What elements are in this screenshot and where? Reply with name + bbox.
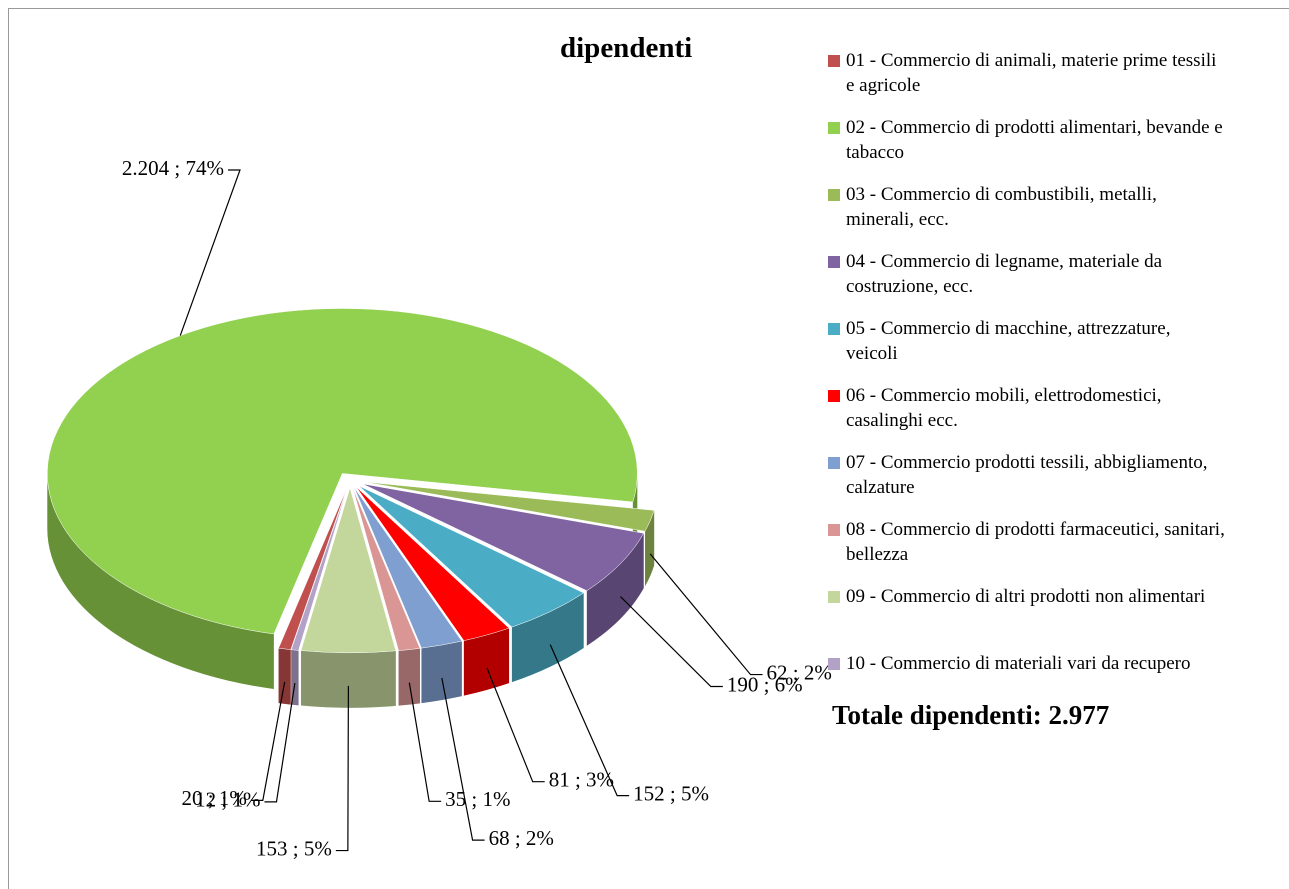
annotation: Totale dipendenti: 2.977 xyxy=(832,700,1110,730)
slice-side xyxy=(300,650,396,708)
data-label: 20 ; 1% xyxy=(181,786,246,810)
legend-item: 04 - Commercio di legname, materiale da … xyxy=(826,249,1226,316)
legend-label: 01 - Commercio di animali, materie prime… xyxy=(846,50,1217,96)
legend: 01 - Commercio di animali, materie prime… xyxy=(826,48,1226,718)
chart-frame xyxy=(8,8,1289,889)
slice-side xyxy=(278,648,291,705)
leader-line xyxy=(408,682,442,802)
legend-label: 07 - Commercio prodotti tessili, abbigli… xyxy=(846,452,1208,498)
data-label: 68 ; 2% xyxy=(489,826,554,850)
data-label: 2.204 ; 74% xyxy=(122,156,224,180)
legend-swatch xyxy=(828,390,840,402)
slice-shade xyxy=(398,648,420,706)
slice xyxy=(363,481,655,532)
legend-label: 06 - Commercio mobili, elettrodomestici,… xyxy=(846,385,1162,431)
leader-line xyxy=(649,553,763,676)
legend-swatch xyxy=(828,323,840,335)
slice xyxy=(353,487,463,649)
legend-item: 06 - Commercio mobili, elettrodomestici,… xyxy=(826,383,1226,450)
slice xyxy=(300,486,397,654)
leader-line xyxy=(250,681,286,801)
legend-label: 05 - Commercio di macchine, attrezzature… xyxy=(846,318,1171,364)
slice-side xyxy=(398,648,420,706)
legend-item: 08 - Commercio di prodotti farmaceutici,… xyxy=(826,517,1226,584)
legend-item: 01 - Commercio di animali, materie prime… xyxy=(826,48,1226,115)
slice xyxy=(358,485,585,628)
slice-side xyxy=(47,473,274,689)
slice-shade xyxy=(586,533,644,646)
slice-shade xyxy=(421,641,462,704)
legend-label: 09 - Commercio di altri prodotti non ali… xyxy=(846,586,1206,607)
slice xyxy=(355,486,510,641)
legend-item: 05 - Commercio di macchine, attrezzature… xyxy=(826,316,1226,383)
chart-title: dipendenti xyxy=(560,32,693,64)
slice-side xyxy=(511,592,584,683)
slice xyxy=(290,487,348,651)
legend-item: 07 - Commercio prodotti tessili, abbigli… xyxy=(826,450,1226,517)
data-label: 35 ; 1% xyxy=(445,787,510,811)
leader-line xyxy=(441,677,485,841)
slice xyxy=(278,487,348,650)
slice-side xyxy=(463,628,510,696)
legend-swatch xyxy=(828,524,840,536)
data-label: 152 ; 5% xyxy=(633,781,709,805)
slice-side xyxy=(645,510,655,587)
leader-line xyxy=(486,667,545,783)
legend-item: 02 - Commercio di prodotti alimentari, b… xyxy=(826,115,1226,182)
slice-shade xyxy=(645,510,655,587)
legend-swatch xyxy=(828,189,840,201)
slice-shade xyxy=(278,648,291,705)
leader-line xyxy=(335,685,349,852)
slice xyxy=(362,483,645,592)
data-label: 12 ; 1% xyxy=(195,788,260,812)
legend-swatch xyxy=(828,256,840,268)
legend-label: 08 - Commercio di prodotti farmaceutici,… xyxy=(846,519,1225,565)
legend-swatch xyxy=(828,457,840,469)
slice-shade xyxy=(511,592,584,683)
legend-swatch xyxy=(828,122,840,134)
slice-shade xyxy=(300,650,396,708)
legend-swatch xyxy=(828,55,840,67)
legend-label: 04 - Commercio di legname, materiale da … xyxy=(846,251,1163,297)
legend-label: 02 - Commercio di prodotti alimentari, b… xyxy=(846,117,1223,163)
data-label: 62 ; 2% xyxy=(767,660,832,684)
slice-shade xyxy=(463,628,510,696)
slice-side xyxy=(586,533,644,646)
legend-label: 10 - Commercio di materiali vari da recu… xyxy=(846,653,1191,674)
slice xyxy=(352,487,421,651)
legend-swatch xyxy=(828,591,840,603)
data-label: 190 ; 6% xyxy=(727,672,803,696)
leader-line xyxy=(549,644,630,797)
slice-side xyxy=(421,641,462,704)
legend-item: 10 - Commercio di materiali vari da recu… xyxy=(826,651,1226,718)
legend-item: 03 - Commercio di combustibili, metalli,… xyxy=(826,182,1226,249)
data-label: 153 ; 5% xyxy=(256,836,332,860)
leader-line xyxy=(620,596,723,688)
legend-item: 09 - Commercio di altri prodotti non ali… xyxy=(826,584,1226,651)
legend-label: 03 - Commercio di combustibili, metalli,… xyxy=(846,184,1157,230)
leader-line xyxy=(264,682,296,803)
data-label: 81 ; 3% xyxy=(549,768,614,792)
leader-line xyxy=(179,169,241,336)
legend-swatch xyxy=(828,658,840,670)
slice-shade xyxy=(47,473,274,689)
